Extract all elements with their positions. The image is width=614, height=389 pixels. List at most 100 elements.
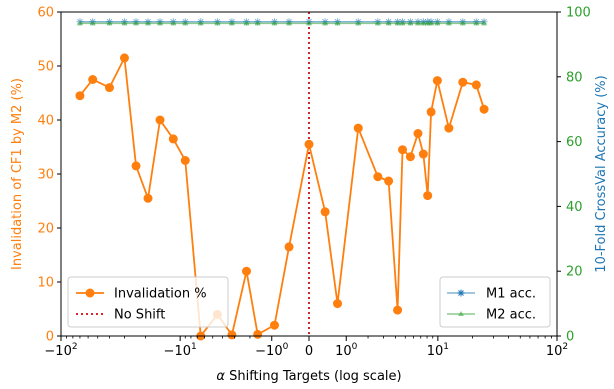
- m2-point: [157, 20, 164, 26]
- right-y-tick-label: 100: [566, 6, 591, 21]
- m2-point: [228, 20, 235, 26]
- legend-m2-marker: [458, 311, 464, 316]
- m2-point: [89, 20, 96, 26]
- m2-point: [170, 20, 177, 26]
- m2-point: [322, 20, 329, 26]
- invalidation-point: [320, 207, 330, 217]
- m2-point: [420, 20, 427, 26]
- m2-point: [355, 20, 362, 26]
- invalidation-point: [168, 134, 178, 144]
- invalidation-point: [304, 139, 314, 149]
- m2-point: [254, 20, 261, 26]
- invalidation-point: [353, 123, 363, 133]
- invalidation-point: [432, 76, 442, 86]
- x-tick-label: 100: [335, 342, 358, 359]
- invalidation-point: [88, 75, 98, 84]
- m2-point: [473, 20, 480, 26]
- invalidation-point: [444, 123, 454, 133]
- m2-point: [434, 20, 441, 26]
- m2-point: [306, 20, 312, 26]
- invalidation-point: [423, 191, 433, 201]
- series-line-0: [79, 54, 485, 339]
- x-tick-label: 102: [546, 342, 568, 359]
- m2-point: [407, 20, 414, 26]
- m2-point: [145, 20, 152, 26]
- invalidation-point: [398, 145, 408, 155]
- invalidation-point: [253, 329, 263, 339]
- right-y-tick-label: 20: [566, 265, 583, 280]
- m2-point: [445, 20, 452, 26]
- invalidation-point: [333, 299, 343, 309]
- m2-point: [399, 20, 406, 26]
- legend-left-box: [67, 276, 229, 328]
- invalidation-point: [270, 320, 280, 330]
- m2-point: [481, 20, 488, 26]
- left-y-tick-label: 60: [37, 6, 54, 21]
- legend-invalidation-label: Invalidation %: [114, 287, 207, 302]
- m2-point: [106, 20, 113, 26]
- invalidation-point: [426, 107, 436, 117]
- invalidation-point: [241, 266, 251, 276]
- invalidation-point: [180, 156, 190, 165]
- m2-point: [271, 20, 278, 26]
- m2-point: [121, 20, 128, 26]
- invalidation-point: [458, 77, 468, 87]
- left-y-tick-label: 30: [37, 168, 54, 183]
- invalidation-point: [131, 161, 141, 171]
- m2-point: [334, 20, 341, 26]
- x-tick-label: −100: [255, 342, 288, 359]
- left-y-tick-label: 0: [46, 330, 54, 345]
- right-y-tick-label: 80: [566, 70, 583, 85]
- invalidation-point: [418, 149, 428, 159]
- invalidation-point: [471, 80, 481, 90]
- legend-m2-label: M2 acc.: [486, 308, 536, 323]
- m2-point: [286, 20, 293, 26]
- invalidation-point: [143, 193, 153, 203]
- m2-point: [243, 20, 250, 26]
- invalidation-point: [479, 104, 489, 114]
- m2-point: [428, 20, 435, 26]
- plot-layer: [75, 12, 489, 341]
- m2-point: [76, 20, 83, 26]
- legend-right: M1 acc. M2 acc.: [439, 276, 551, 328]
- legend-no-shift-label: No Shift: [114, 308, 165, 323]
- m2-point: [385, 20, 392, 26]
- m2-point: [197, 20, 204, 26]
- invalidation-point: [405, 152, 415, 162]
- invalidation-point: [373, 172, 383, 182]
- m2-point: [374, 20, 381, 26]
- invalidation-point: [384, 176, 394, 186]
- m2-point: [394, 20, 401, 26]
- legend-m1-label: M1 acc.: [486, 287, 536, 302]
- invalidation-point: [119, 53, 129, 63]
- right-y-tick-label: 60: [566, 135, 583, 150]
- x-tick-label: 0: [305, 344, 313, 359]
- m2-point: [459, 20, 466, 26]
- m2-point: [214, 20, 221, 26]
- x-tick-label: −101: [164, 342, 197, 359]
- left-y-tick-label: 50: [37, 60, 54, 75]
- x-tick-label: 101: [427, 342, 449, 359]
- left-y-tick-label: 40: [37, 114, 54, 129]
- left-y-tick-label: 10: [37, 276, 54, 291]
- right-y-axis-title: 10-Fold CrossVal Accuracy (%): [594, 75, 609, 272]
- legend-m1-marker: [457, 289, 465, 297]
- right-y-tick-label: 40: [566, 200, 583, 215]
- x-axis-title: α Shifting Targets (log scale): [216, 369, 401, 384]
- m2-point: [414, 20, 421, 26]
- legend-invalidation-marker: [85, 288, 95, 298]
- invalidation-point: [413, 129, 423, 138]
- invalidation-point: [75, 91, 85, 101]
- invalidation-point: [104, 83, 114, 93]
- invalidation-point: [284, 242, 294, 252]
- right-y-tick-label: 0: [566, 330, 574, 345]
- invalidation-point: [155, 115, 165, 125]
- invalidation-point: [393, 305, 403, 315]
- m2-point: [133, 20, 140, 26]
- legend-left: Invalidation % No Shift: [67, 276, 229, 328]
- invalidation-point: [227, 330, 237, 340]
- left-y-axis-title: Invalidation of CF1 by M2 (%): [10, 78, 25, 270]
- x-tick-label: −102: [44, 342, 77, 359]
